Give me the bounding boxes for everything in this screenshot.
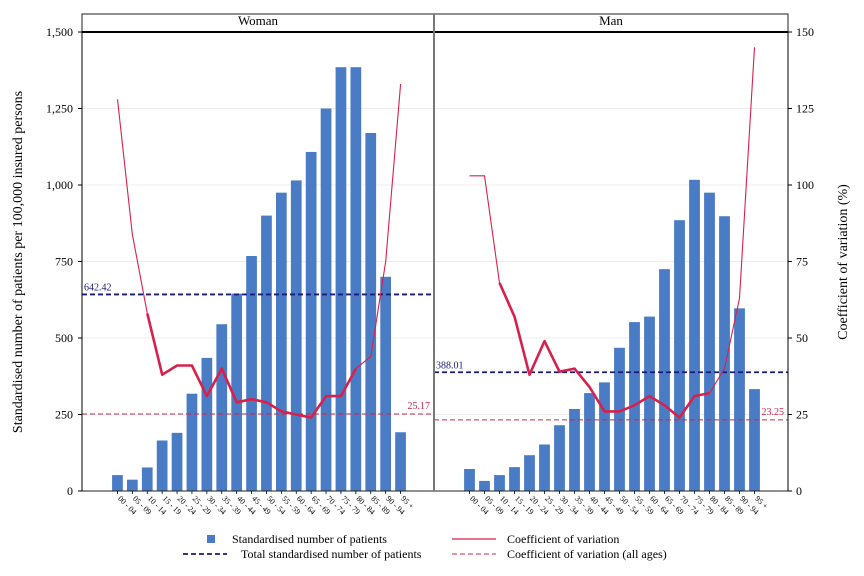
bar-man	[524, 455, 535, 491]
legend-bar-swatch	[207, 535, 215, 543]
y2-tick-label: 50	[796, 331, 808, 345]
y2-tick-label: 100	[796, 178, 814, 192]
y-tick-label: 1,250	[46, 102, 73, 116]
legend-cv-all-label: Coefficient of variation (all ages)	[507, 547, 667, 561]
y2-tick-label: 25	[796, 408, 808, 422]
bar-man	[509, 467, 520, 491]
bar-woman	[395, 432, 406, 491]
y-axis-title: Standardised number of patients per 100,…	[11, 91, 26, 433]
bar-woman	[201, 357, 213, 491]
bar-woman	[112, 475, 123, 491]
bar-man	[749, 389, 760, 491]
bar-man	[539, 444, 550, 491]
total-label-man: 388.01	[436, 360, 464, 371]
bar-man	[569, 408, 580, 491]
y2-axis-title: Coefficient of variation (%)	[836, 184, 851, 340]
y-tick-label: 250	[55, 408, 73, 422]
bar-man	[554, 425, 565, 491]
bar-woman	[231, 293, 243, 491]
y-tick-label: 1,000	[46, 178, 73, 192]
legend-bar-label: Standardised number of patients	[232, 532, 387, 546]
bar-woman	[350, 67, 362, 491]
cv-line-man-main	[498, 282, 710, 419]
y-tick-label: 1,500	[46, 25, 73, 39]
cv-line-man-old	[709, 47, 756, 394]
cv-all-label-man: 23.25	[762, 407, 785, 418]
y2-tick-label: 150	[796, 25, 814, 39]
y2-tick-label: 75	[796, 255, 808, 269]
bar-man	[479, 480, 490, 491]
y2-tick-label: 125	[796, 102, 814, 116]
bar-woman	[261, 215, 272, 491]
bar-woman	[141, 467, 153, 491]
reference-lines	[82, 293, 788, 421]
y-tick-label: 750	[55, 255, 73, 269]
bar-man	[464, 468, 475, 491]
cv-line-woman-old	[355, 83, 402, 370]
bar-layer	[112, 67, 760, 492]
cv-line-woman-main	[146, 313, 358, 419]
bar-woman	[335, 67, 347, 491]
bar-man	[644, 316, 655, 491]
bar-woman	[320, 108, 332, 491]
cv-all-label-woman: 25.17	[408, 401, 431, 412]
cv-line-man-young	[469, 175, 501, 283]
bar-woman	[156, 440, 168, 491]
bar-woman	[171, 432, 183, 491]
legend: Standardised number of patients Coeffici…	[183, 532, 667, 561]
annotations: 642.42 25.17 388.01 23.25	[84, 282, 784, 417]
panel-label-man: Man	[599, 13, 623, 28]
bar-woman	[305, 151, 317, 491]
bar-woman	[216, 324, 228, 491]
y-tick-label: 0	[67, 484, 73, 498]
bar-man	[734, 308, 745, 491]
y-tick-label: 500	[55, 331, 73, 345]
cv-lines	[116, 47, 756, 419]
legend-total-label: Total standardised number of patients	[241, 547, 422, 561]
bar-man	[584, 393, 595, 491]
bar-man	[659, 269, 670, 491]
bar-man	[719, 216, 730, 491]
y-ticks: 0 250 500 750 1,000 1,250 1,500 0 25 50 75 100 125 15…	[46, 25, 814, 498]
bar-man	[674, 220, 685, 491]
bar-man	[494, 475, 505, 491]
bar-woman	[126, 479, 138, 491]
bar-woman	[275, 192, 287, 491]
bar-woman	[380, 276, 392, 491]
panel-label-woman: Woman	[238, 13, 279, 28]
bar-man	[689, 179, 700, 491]
legend-cv-label: Coefficient of variation	[507, 532, 619, 546]
bar-woman	[290, 180, 302, 491]
bar-woman	[365, 132, 377, 492]
bar-man	[704, 192, 715, 491]
y2-tick-label: 0	[796, 484, 802, 498]
total-label-woman: 642.42	[84, 282, 112, 293]
bar-woman	[246, 255, 257, 491]
bar-man	[599, 382, 610, 491]
bar-woman	[186, 393, 198, 491]
cv-line-woman-young	[116, 99, 148, 314]
